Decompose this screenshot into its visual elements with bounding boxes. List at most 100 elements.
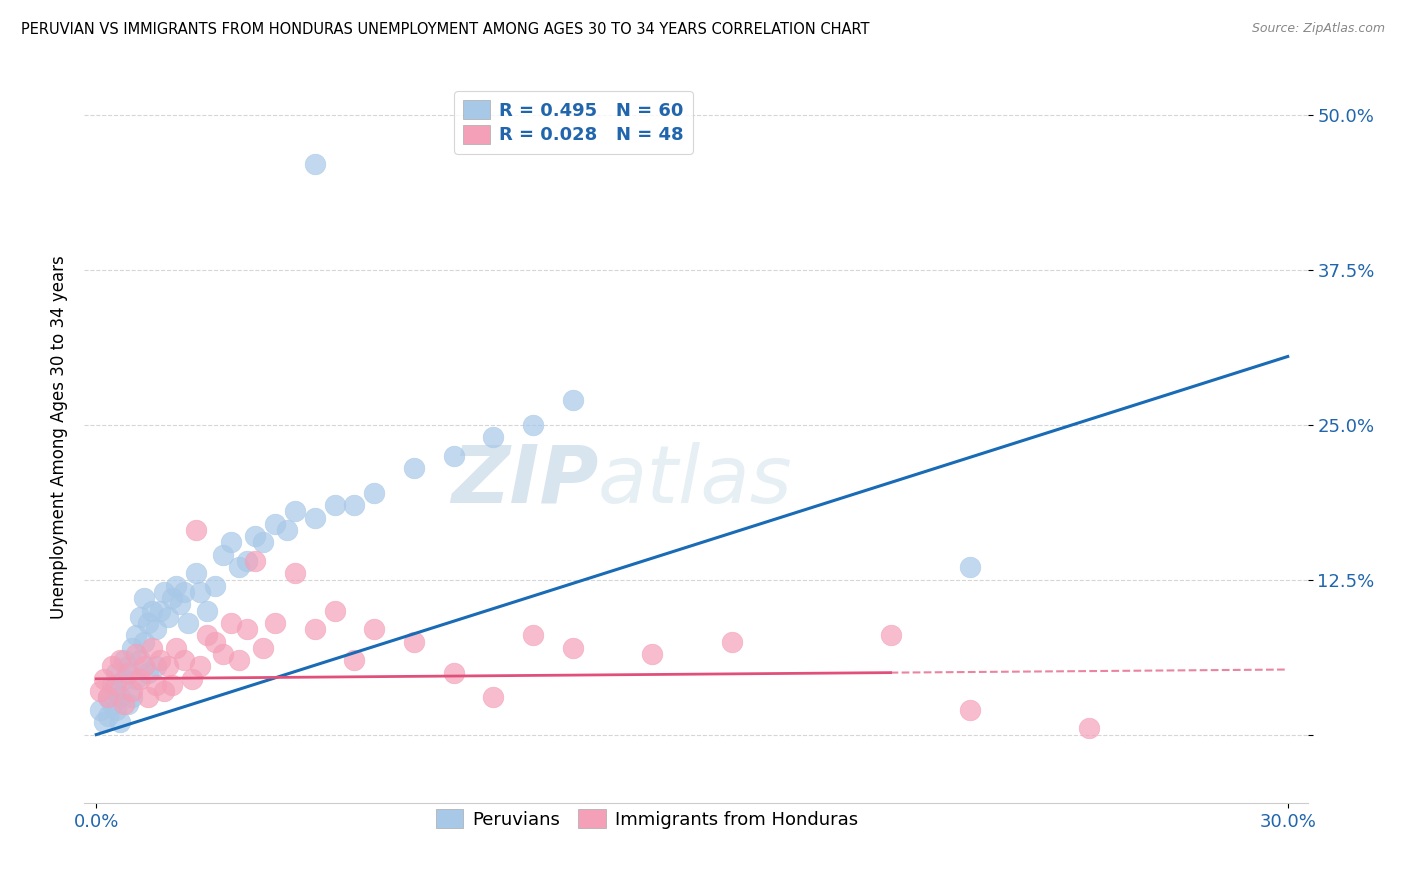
Point [180, 672, 202, 686]
Point [304, 622, 326, 636]
Point [169, 598, 191, 612]
Point [304, 157, 326, 171]
Point [236, 554, 259, 568]
Point [173, 585, 195, 599]
Point [141, 640, 163, 655]
Point [482, 690, 505, 705]
Point [197, 628, 219, 642]
Point [959, 703, 981, 717]
Point [165, 640, 187, 655]
Point [89, 684, 111, 698]
Point [160, 678, 183, 692]
Point [343, 653, 366, 667]
Point [125, 628, 148, 642]
Point [129, 610, 152, 624]
Point [152, 585, 174, 599]
Point [561, 640, 583, 655]
Point [145, 659, 167, 673]
Point [121, 684, 143, 698]
Point [264, 516, 287, 531]
Point [443, 665, 465, 680]
Point [363, 622, 385, 636]
Point [97, 690, 120, 705]
Point [184, 566, 207, 581]
Point [252, 535, 274, 549]
Point [243, 529, 266, 543]
Point [108, 690, 131, 705]
Point [121, 640, 143, 655]
Point [243, 554, 266, 568]
Point [132, 634, 155, 648]
Point [276, 523, 298, 537]
Point [156, 659, 179, 673]
Point [879, 628, 901, 642]
Point [136, 615, 159, 630]
Point [105, 684, 128, 698]
Point [105, 665, 128, 680]
Point [641, 647, 664, 661]
Point [149, 604, 172, 618]
Point [117, 665, 139, 680]
Point [129, 672, 152, 686]
Point [160, 591, 183, 606]
Y-axis label: Unemployment Among Ages 30 to 34 years: Unemployment Among Ages 30 to 34 years [49, 255, 67, 619]
Point [97, 709, 120, 723]
Point [363, 486, 385, 500]
Point [212, 647, 235, 661]
Point [304, 510, 326, 524]
Point [482, 430, 505, 444]
Point [959, 560, 981, 574]
Point [443, 449, 465, 463]
Point [132, 591, 155, 606]
Point [184, 523, 207, 537]
Point [93, 715, 115, 730]
Point [176, 615, 198, 630]
Point [125, 647, 148, 661]
Point [97, 690, 120, 705]
Point [228, 560, 250, 574]
Point [221, 615, 243, 630]
Point [121, 690, 143, 705]
Point [112, 653, 135, 667]
Point [145, 678, 167, 692]
Point [720, 634, 742, 648]
Point [101, 697, 124, 711]
Point [323, 604, 346, 618]
Text: atlas: atlas [598, 442, 793, 520]
Text: ZIP: ZIP [451, 442, 598, 520]
Point [141, 604, 163, 618]
Point [173, 653, 195, 667]
Point [149, 653, 172, 667]
Legend: Peruvians, Immigrants from Honduras: Peruvians, Immigrants from Honduras [427, 800, 866, 838]
Point [264, 615, 287, 630]
Text: PERUVIAN VS IMMIGRANTS FROM HONDURAS UNEMPLOYMENT AMONG AGES 30 TO 34 YEARS CORR: PERUVIAN VS IMMIGRANTS FROM HONDURAS UNE… [21, 22, 869, 37]
Point [236, 622, 259, 636]
Point [284, 566, 307, 581]
Point [1078, 722, 1101, 736]
Point [402, 461, 425, 475]
Point [284, 504, 307, 518]
Point [522, 417, 544, 432]
Point [112, 672, 135, 686]
Point [117, 697, 139, 711]
Point [136, 690, 159, 705]
Point [108, 715, 131, 730]
Point [228, 653, 250, 667]
Point [522, 628, 544, 642]
Point [117, 659, 139, 673]
Text: Source: ZipAtlas.com: Source: ZipAtlas.com [1251, 22, 1385, 36]
Point [132, 659, 155, 673]
Point [101, 659, 124, 673]
Point [105, 678, 128, 692]
Point [105, 703, 128, 717]
Point [402, 634, 425, 648]
Point [136, 665, 159, 680]
Point [204, 634, 226, 648]
Point [188, 585, 211, 599]
Point [165, 579, 187, 593]
Point [188, 659, 211, 673]
Point [197, 604, 219, 618]
Point [323, 498, 346, 512]
Point [93, 672, 115, 686]
Point [156, 610, 179, 624]
